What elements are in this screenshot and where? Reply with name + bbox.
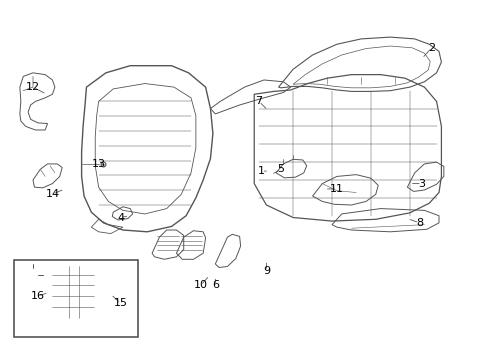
Text: 9: 9: [262, 266, 269, 276]
Text: 2: 2: [427, 43, 434, 53]
Text: 13: 13: [91, 159, 105, 169]
Text: 10: 10: [193, 280, 207, 291]
Text: 11: 11: [329, 184, 343, 194]
Bar: [14, 260, 137, 337]
Text: 3: 3: [418, 179, 425, 189]
Text: 14: 14: [45, 189, 60, 199]
Text: 16: 16: [31, 291, 45, 301]
Text: 4: 4: [117, 212, 124, 222]
Text: 7: 7: [255, 96, 262, 107]
Text: 1: 1: [258, 166, 264, 176]
Text: 5: 5: [277, 164, 284, 174]
Text: 12: 12: [26, 82, 40, 92]
Text: 6: 6: [211, 280, 218, 291]
Text: 15: 15: [113, 298, 127, 308]
Text: 8: 8: [415, 218, 422, 228]
